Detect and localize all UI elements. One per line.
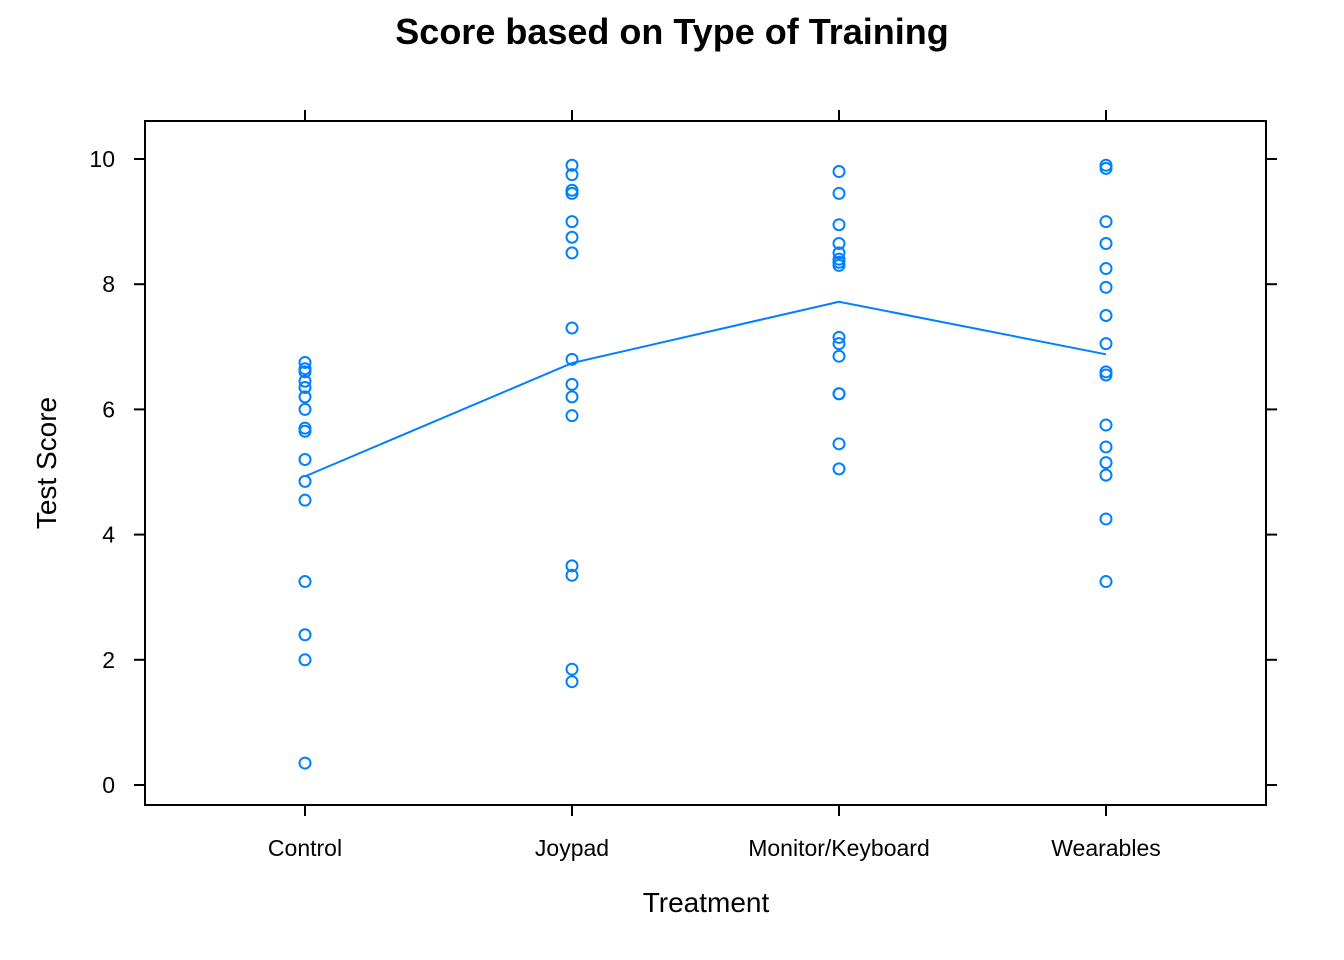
data-point (832, 246, 846, 260)
plot-marks (298, 158, 1113, 770)
data-point (832, 462, 846, 476)
y-tick-label: 2 (102, 647, 115, 673)
y-axis: 0 2 4 6 8 10 (89, 146, 1277, 798)
data-point (298, 493, 312, 507)
data-point (832, 237, 846, 251)
data-point (1099, 440, 1113, 454)
data-point (1099, 418, 1113, 432)
mean-line (304, 300, 1107, 478)
x-tick-label: Wearables (1051, 835, 1161, 861)
data-point (832, 218, 846, 232)
data-point (565, 568, 579, 582)
data-point (832, 186, 846, 200)
x-tick-label: Joypad (535, 835, 609, 861)
data-point (298, 653, 312, 667)
y-tick-label: 10 (89, 146, 115, 172)
data-point (832, 349, 846, 363)
data-point (1099, 309, 1113, 322)
data-point (565, 215, 579, 229)
y-tick-label: 4 (102, 522, 115, 548)
data-point (298, 390, 312, 404)
data-point (1099, 575, 1113, 589)
data-point (298, 380, 312, 394)
data-point (1099, 368, 1113, 382)
data-point (565, 230, 579, 244)
x-tick-label: Monitor/Keyboard (748, 835, 930, 861)
data-point (298, 365, 312, 379)
data-point (565, 675, 579, 689)
x-axis-label: Treatment (643, 887, 770, 918)
data-point (565, 390, 579, 404)
y-tick-label: 6 (102, 396, 115, 422)
data-point (298, 756, 312, 770)
data-point (565, 409, 579, 423)
data-point (1099, 280, 1113, 294)
data-point (832, 165, 846, 179)
data-point (298, 355, 312, 369)
y-axis-label: Test Score (31, 397, 62, 529)
data-point (1099, 456, 1113, 470)
data-point (1099, 512, 1113, 526)
data-point (832, 337, 846, 351)
data-point (565, 662, 579, 676)
data-point (298, 575, 312, 589)
plot-frame (144, 120, 1267, 806)
data-point (298, 424, 312, 438)
data-point (832, 258, 846, 272)
data-point (832, 437, 846, 451)
data-point (1099, 468, 1113, 482)
data-point (565, 186, 579, 200)
data-point (1099, 237, 1113, 251)
y-tick-label: 8 (102, 271, 115, 297)
y-tick-label: 0 (102, 772, 115, 798)
data-point (298, 402, 312, 416)
x-tick-label: Control (268, 835, 342, 861)
data-point (565, 377, 579, 391)
data-point (565, 559, 579, 573)
data-point (565, 168, 579, 182)
data-point (298, 374, 312, 388)
data-point (1099, 262, 1113, 276)
data-point (565, 352, 579, 366)
data-point (565, 158, 579, 172)
data-point (1099, 337, 1113, 351)
data-point (832, 330, 846, 344)
data-point (1099, 215, 1113, 229)
chart-title: Score based on Type of Training (395, 11, 948, 52)
x-axis: Control Joypad Monitor/Keyboard Wearables (268, 110, 1161, 861)
data-point (565, 246, 579, 260)
data-point (298, 628, 312, 642)
data-point (1099, 161, 1113, 175)
data-point (298, 452, 312, 466)
data-point (565, 321, 579, 335)
data-point (298, 474, 312, 488)
data-point (832, 387, 846, 401)
